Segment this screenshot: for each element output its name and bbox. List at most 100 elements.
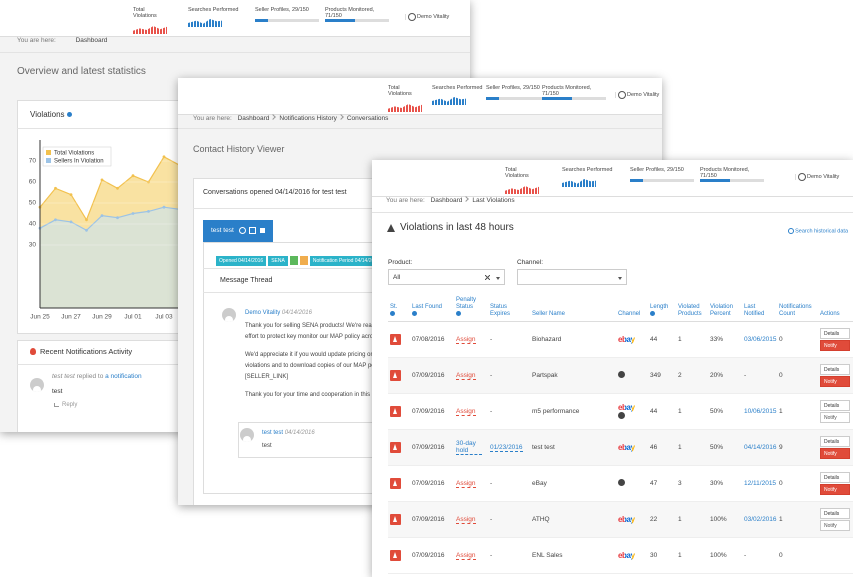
message-body: test (262, 441, 272, 452)
reply-link[interactable]: Reply (62, 402, 78, 408)
last-notified[interactable]: 10/06/2015 (744, 408, 777, 415)
table-cell: 07/09/2016 (410, 537, 454, 574)
user-name[interactable]: Demo Vitality (615, 91, 659, 99)
table-header: St. Last Found Penalty Status Status Expire… (388, 296, 853, 322)
search-link[interactable]: Search historical data (788, 228, 848, 234)
user-name[interactable]: Demo Vitality (405, 13, 449, 21)
status-icon (390, 550, 401, 561)
actions-cell: Details Notify (818, 321, 853, 358)
details-button[interactable]: Details (820, 472, 850, 483)
penalty-status[interactable]: Assign (456, 372, 476, 380)
header-stat[interactable]: Searches Performed (432, 85, 494, 105)
column-header-text: St. (390, 303, 398, 310)
product-select[interactable]: All (388, 269, 505, 285)
status-cell (388, 357, 410, 394)
details-button[interactable]: Details (820, 328, 850, 339)
column-header[interactable]: St. (388, 296, 410, 322)
table-cell: 3 (676, 465, 708, 502)
actions-cell: Details Notify (818, 501, 853, 538)
clear-icon[interactable] (485, 275, 490, 280)
column-header[interactable]: Last Found (410, 296, 454, 322)
details-button[interactable]: Details (820, 508, 850, 519)
header-stat[interactable]: Products Monitored, 71/150 (325, 7, 389, 22)
message-author[interactable]: test test (262, 430, 284, 436)
details-button[interactable]: Details (820, 364, 850, 375)
header-stat[interactable]: Seller Profiles, 29/150 (255, 7, 319, 22)
column-header[interactable]: Penalty Status (454, 296, 488, 322)
notify-button[interactable]: Notify (820, 412, 850, 423)
column-header[interactable]: Status Expires (488, 296, 530, 322)
cell-text: - (490, 516, 493, 523)
header-stat[interactable]: Total Violations (388, 85, 422, 112)
penalty-status[interactable]: Assign (456, 408, 476, 416)
table-row: 07/09/2016 Assign - eBay 47 3 30% 12/11/2015 0 De… (388, 465, 853, 502)
column-header[interactable]: Channel (616, 296, 648, 322)
cell-text: 44 (650, 336, 658, 343)
divider (178, 128, 662, 129)
details-button[interactable]: Details (820, 436, 850, 447)
notify-button[interactable]: Notify (820, 340, 850, 351)
header-stat[interactable]: Seller Profiles, 29/150 (486, 85, 550, 100)
progress-fill (486, 97, 499, 100)
last-notified[interactable]: 12/11/2015 (744, 480, 777, 487)
last-notified[interactable]: 03/06/2015 (744, 336, 777, 343)
last-notified[interactable]: 04/14/2016 (744, 444, 777, 451)
header-stat[interactable]: Total Violations (505, 167, 539, 194)
activity-target[interactable]: a notification (105, 373, 142, 380)
notify-button[interactable]: Notify (820, 520, 850, 531)
info-icon (390, 310, 395, 316)
penalty-status[interactable]: Assign (456, 480, 476, 488)
search-link-text[interactable]: Search historical data (795, 228, 848, 235)
table-cell: 03/02/2016 (742, 501, 777, 538)
table-cell: 30 (648, 537, 676, 574)
details-button[interactable]: Details (820, 400, 850, 411)
notify-button[interactable]: Notify (820, 484, 850, 495)
last-notified[interactable]: 03/02/2016 (744, 516, 777, 523)
penalty-status[interactable]: Assign (456, 336, 476, 344)
column-header[interactable]: Violated Products (676, 296, 708, 322)
user-name[interactable]: Demo Vitality (795, 173, 839, 181)
progress-bar (700, 179, 764, 182)
header-stat[interactable]: Products Monitored, 71/150 (700, 167, 764, 182)
cell-text: - (744, 552, 747, 559)
header-stat[interactable]: Products Monitored, 71/150 (542, 85, 606, 100)
message-date: 04/14/2016 (284, 430, 315, 436)
notify-button[interactable]: Notify (820, 448, 850, 459)
column-header[interactable]: Violation Percent (708, 296, 742, 322)
header-stat[interactable]: Total Violations (133, 7, 167, 34)
header-stat[interactable]: Seller Profiles, 29/150 (630, 167, 694, 182)
sparkline (133, 26, 167, 34)
breadcrumb-item[interactable]: Notifications History (279, 115, 337, 122)
table-cell: 1 (777, 393, 818, 430)
table-cell: Assign (454, 465, 488, 502)
header-stat[interactable]: Searches Performed (562, 167, 624, 187)
message-line: We'd appreciate it if you would update p… (245, 352, 379, 358)
cell-text: 100% (710, 552, 727, 559)
status-icon (390, 478, 401, 489)
breadcrumb-item[interactable]: Dashboard (75, 37, 108, 44)
info-icon (456, 310, 461, 316)
info-icon[interactable] (66, 112, 72, 118)
channel-select[interactable] (517, 269, 627, 285)
message-author[interactable]: Demo Vitality (245, 310, 281, 316)
column-header[interactable]: Last Notified (742, 296, 777, 322)
cell-text: 1 (678, 444, 682, 451)
column-header[interactable]: Length (648, 296, 676, 322)
breadcrumb-item[interactable]: Dashboard (237, 115, 270, 122)
breadcrumb-prefix: You are here: (17, 37, 56, 44)
breadcrumb-item[interactable]: Dashboard (430, 197, 463, 204)
conversation-tab[interactable]: test test (203, 220, 273, 242)
header-stat[interactable]: Searches Performed (188, 7, 250, 27)
column-header[interactable]: Actions (818, 296, 853, 322)
penalty-status[interactable]: Assign (456, 516, 476, 524)
penalty-status[interactable]: Assign (456, 552, 476, 560)
cell-text: eBay (532, 480, 547, 487)
top-bar: Total Violations Searches Performed Seller… (0, 0, 470, 37)
column-header[interactable]: Notifications Count (777, 296, 818, 322)
penalty-status[interactable]: 30-day hold (456, 440, 482, 455)
column-header[interactable]: Seller Name (530, 296, 616, 322)
table-cell: test test (530, 429, 616, 466)
table-cell: ebay (616, 393, 648, 430)
notify-button[interactable]: Notify (820, 376, 850, 387)
table-cell: 100% (708, 537, 742, 574)
